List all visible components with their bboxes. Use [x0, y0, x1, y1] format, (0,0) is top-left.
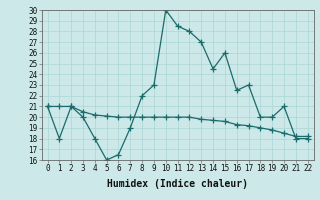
X-axis label: Humidex (Indice chaleur): Humidex (Indice chaleur): [107, 179, 248, 189]
